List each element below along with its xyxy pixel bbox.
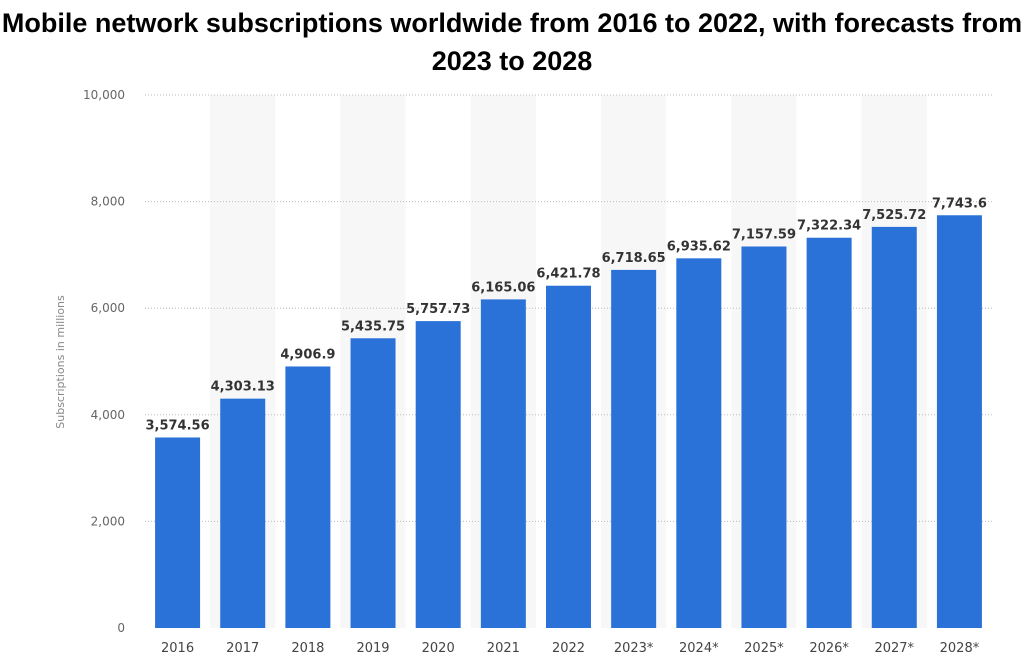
bar [220,398,266,628]
data-label: 3,574.56 [145,418,209,433]
x-tick-label: 2025* [744,641,784,656]
bar [611,269,657,628]
bar [676,258,722,628]
data-label: 7,322.34 [797,219,861,234]
x-tick-label: 2016 [161,641,194,656]
y-tick-label: 10,000 [83,88,125,102]
y-tick-label: 8,000 [91,195,125,209]
y-tick-label: 4,000 [91,408,125,422]
data-label: 5,757.73 [406,302,470,317]
x-tick-label: 2022 [552,641,585,656]
bar [546,285,591,628]
x-tick-label: 2026* [809,641,849,656]
x-tick-label: 2021 [487,641,520,656]
y-tick-label: 0 [117,621,125,635]
x-tick-label: 2027* [874,641,914,656]
x-tick-label: 2028* [940,641,980,656]
x-tick-label: 2020 [422,641,455,656]
bar [741,246,787,628]
data-label: 5,435.75 [341,319,405,334]
x-tick-label: 2024* [679,641,719,656]
bar [285,366,331,628]
data-label: 7,743.6 [932,196,987,211]
x-tick-label: 2018 [291,641,324,656]
bar [155,437,201,628]
bar [480,299,526,628]
data-label: 4,303.13 [211,380,275,395]
x-tick-label: 2017 [226,641,259,656]
bar [871,226,917,628]
bar [806,237,852,628]
data-label: 4,906.9 [280,347,335,362]
bar [350,338,396,628]
y-axis-label: Subscriptions in millions [54,295,67,429]
bar [415,321,461,628]
data-label: 6,421.78 [536,267,600,282]
y-tick-label: 6,000 [91,301,125,315]
x-tick-label: 2019 [356,641,389,656]
data-label: 6,718.65 [602,251,666,266]
bar [936,215,982,628]
data-label: 6,165.06 [471,280,535,295]
data-label: 6,935.62 [667,239,731,254]
chart-title: Mobile network subscriptions worldwide f… [1,8,1023,76]
y-tick-label: 2,000 [91,514,125,528]
data-label: 7,525.72 [862,208,926,223]
x-tick-label: 2023* [614,641,654,656]
data-label: 7,157.59 [732,228,796,243]
